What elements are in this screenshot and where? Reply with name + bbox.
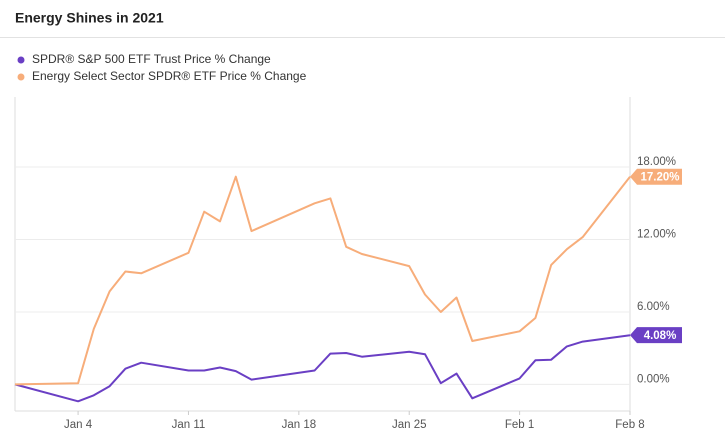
x-tick-label: Feb 1 — [505, 419, 534, 431]
x-tick-label: Jan 4 — [64, 419, 93, 431]
y-tick-label: 0.00% — [637, 373, 670, 385]
end-label: 4.08% — [644, 330, 677, 342]
x-tick-label: Jan 11 — [172, 419, 206, 431]
end-label-tag — [630, 168, 682, 185]
x-tick-label: Jan 25 — [392, 419, 427, 431]
y-tick-label: 12.00% — [637, 229, 676, 241]
x-tick-label: Jan 18 — [282, 419, 317, 431]
x-tick-label: Feb 8 — [615, 419, 644, 431]
legend-marker — [17, 73, 25, 81]
series-line — [14, 175, 631, 386]
y-tick-label: 18.00% — [637, 156, 676, 168]
legend-marker — [17, 56, 25, 64]
end-label-tag — [630, 327, 682, 344]
y-tick-label: 6.00% — [637, 301, 670, 313]
end-label: 17.20% — [640, 172, 679, 184]
legend-label: SPDR® S&P 500 ETF Trust Price % Change — [32, 52, 271, 66]
series-line — [14, 334, 631, 403]
legend-label: Energy Select Sector SPDR® ETF Price % C… — [32, 69, 307, 83]
chart-title: Energy Shines in 2021 — [15, 10, 164, 26]
